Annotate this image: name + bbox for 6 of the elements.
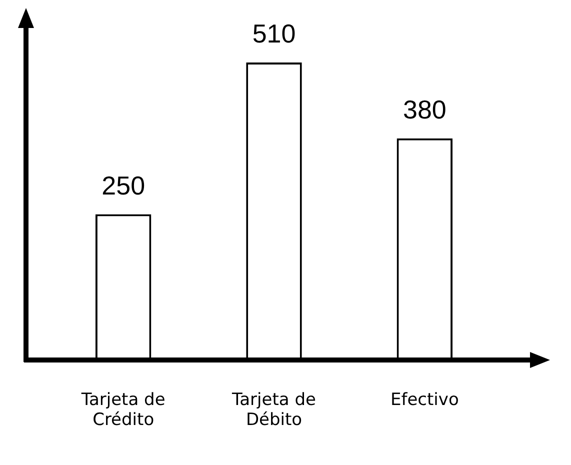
x-tick-label: Tarjeta de Débito [231,390,316,430]
data-label: 510 [252,18,296,49]
x-tick-label: Tarjeta de Crédito [80,390,166,430]
data-label: 250 [102,170,146,200]
x-tick-label: Efectivo [390,390,459,410]
data-label: 380 [402,94,446,125]
